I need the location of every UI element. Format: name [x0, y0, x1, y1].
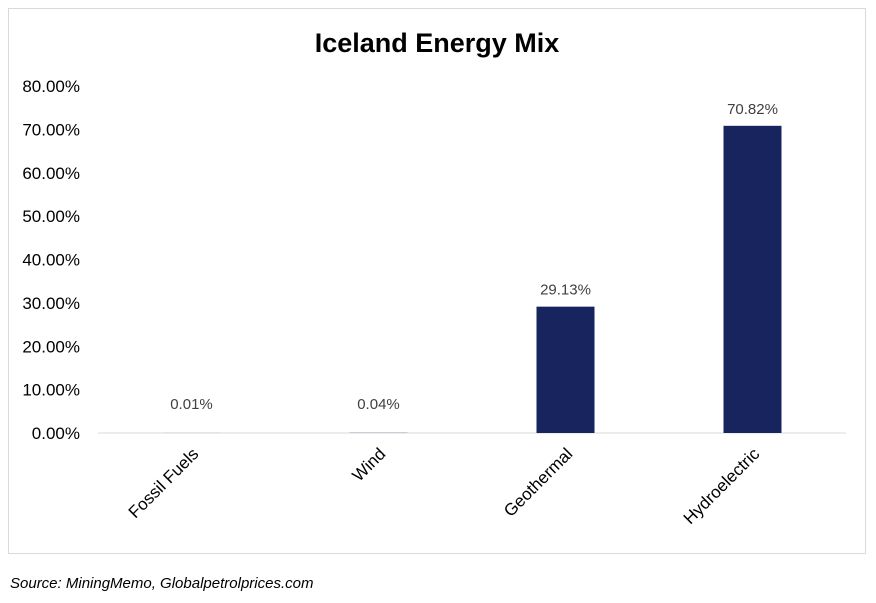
data-label: 70.82% — [727, 101, 778, 118]
y-tick-label: 30.00% — [22, 294, 80, 313]
x-tick-label: Geothermal — [500, 444, 576, 520]
y-tick-label: 80.00% — [22, 77, 80, 96]
chart-frame — [8, 8, 866, 554]
bars — [162, 125, 782, 434]
x-axis-labels: Fossil Fuels Wind Geothermal Hydroelectric — [125, 444, 764, 528]
data-label: 29.13% — [540, 282, 591, 299]
y-tick-label: 0.00% — [32, 424, 80, 443]
bar — [723, 125, 782, 434]
y-tick-label: 50.00% — [22, 207, 80, 226]
y-tick-label: 70.00% — [22, 120, 80, 139]
x-tick-label: Hydroelectric — [680, 444, 764, 528]
chart-title: Iceland Energy Mix — [315, 28, 560, 58]
y-tick-label: 60.00% — [22, 164, 80, 183]
y-tick-label: 20.00% — [22, 337, 80, 356]
data-label: 0.04% — [357, 396, 400, 413]
y-axis-ticks: 0.00% 10.00% 20.00% 30.00% 40.00% 50.00% 60.00… — [22, 77, 80, 443]
x-tick-label: Wind — [349, 444, 390, 485]
bar — [536, 306, 595, 433]
data-labels: 0.01% 0.04% 29.13% 70.82% — [170, 101, 778, 413]
source-note: Source: MiningMemo, Globalpetrolprices.c… — [10, 575, 314, 592]
y-tick-label: 10.00% — [22, 381, 80, 400]
data-label: 0.01% — [170, 396, 213, 413]
x-tick-label: Fossil Fuels — [125, 444, 203, 522]
y-tick-label: 40.00% — [22, 251, 80, 270]
